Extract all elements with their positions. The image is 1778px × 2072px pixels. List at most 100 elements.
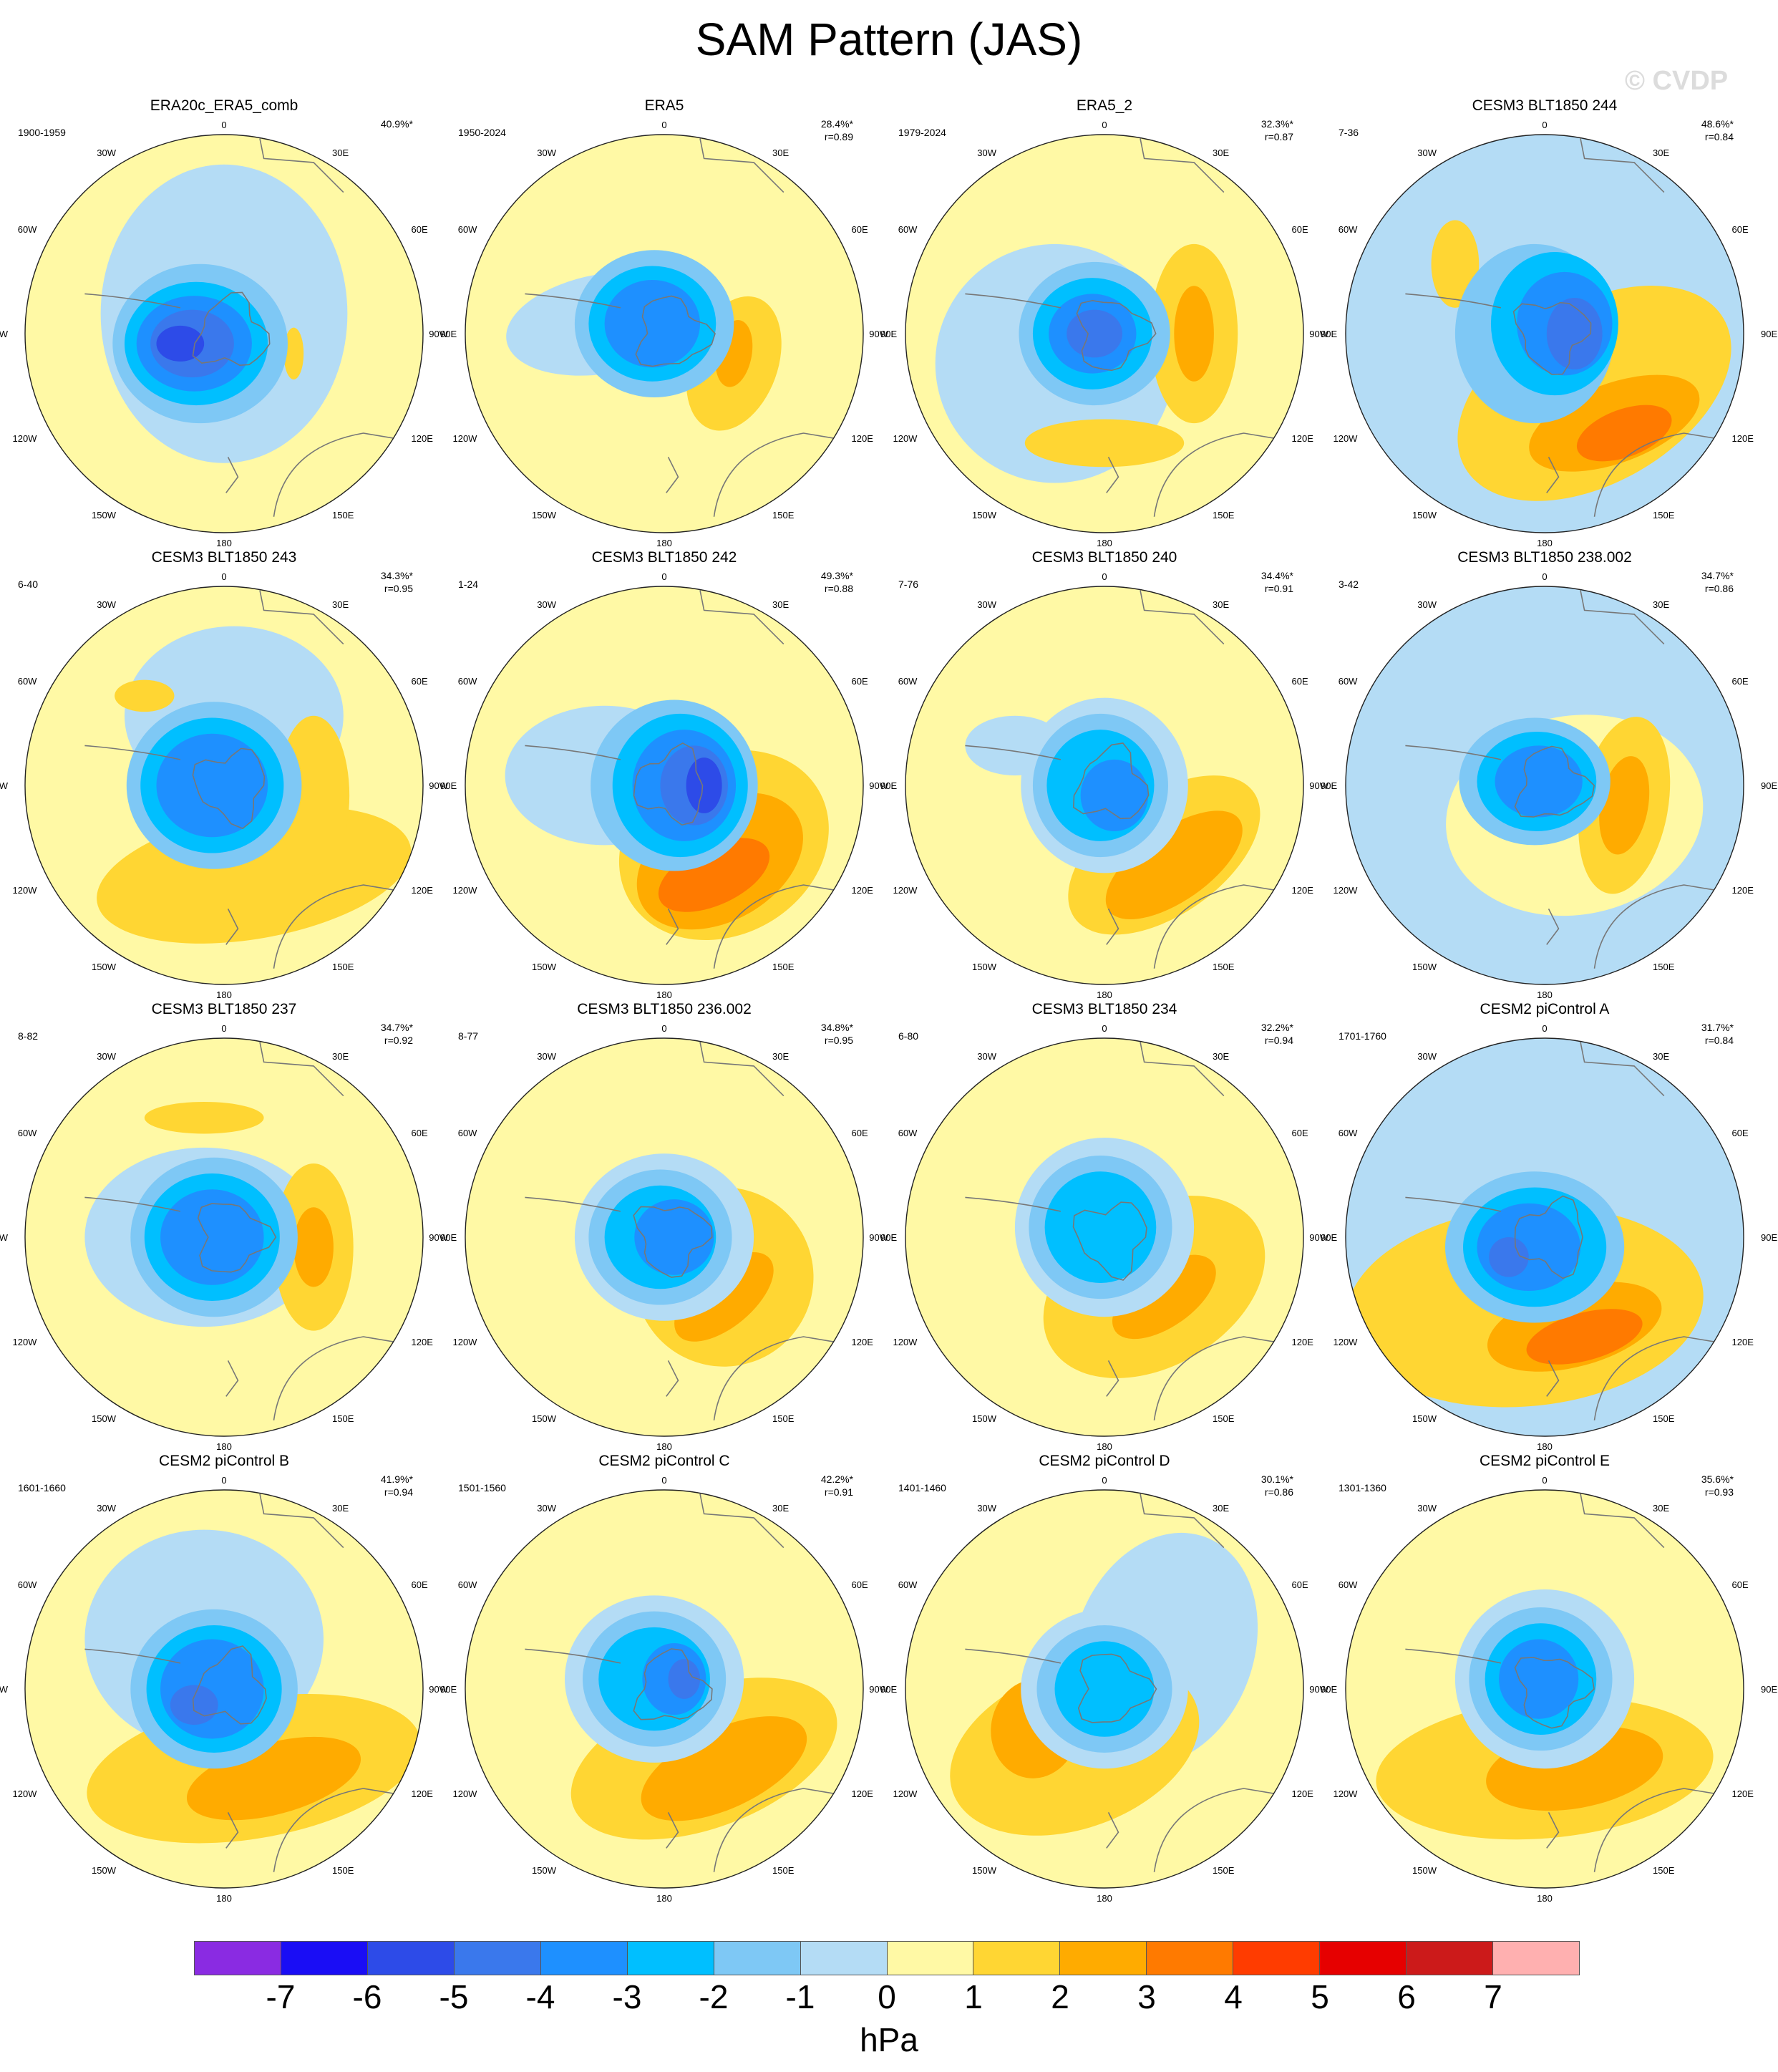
longitude-label: 30E [332, 147, 349, 158]
longitude-label: 120W [1333, 885, 1358, 896]
longitude-label: 150E [772, 1413, 795, 1424]
longitude-label: 90E [880, 780, 897, 791]
longitude-label: 90W [0, 329, 9, 339]
longitude-label: 60W [1339, 1128, 1358, 1138]
longitude-label: 150W [972, 1413, 997, 1424]
longitude-label: 60E [1732, 1579, 1749, 1590]
shading-layer [465, 135, 863, 533]
longitude-label: 30W [977, 147, 996, 158]
contour-fill [1080, 759, 1149, 831]
colorbar-box [800, 1942, 888, 1975]
coastline [525, 1494, 863, 1872]
colorbar-box [1493, 1942, 1579, 1975]
longitude-label: 120W [452, 433, 477, 444]
explained-variance: 28.4%* [821, 118, 854, 130]
longitude-label: 60E [1292, 1579, 1308, 1590]
map-panel: ERA5 0 30E 60E 90E 120E 150E 180 150W 120W 90W 60W 3… [429, 97, 897, 548]
longitude-label: 30E [1653, 1503, 1669, 1514]
coastline [1405, 1042, 1744, 1420]
colorbar-box [1147, 1942, 1234, 1975]
longitude-label: 90E [440, 1232, 457, 1243]
longitude-label: 30W [537, 1051, 556, 1062]
panel-title: ERA20c_ERA5_comb [150, 97, 298, 114]
map-border [24, 1037, 424, 1437]
longitude-label: 180 [216, 989, 232, 1000]
map-border [24, 586, 424, 985]
longitude-label: 60E [412, 1579, 428, 1590]
pattern-correlation: r=0.84 [1705, 131, 1734, 142]
longitude-label: 150E [332, 1413, 354, 1424]
longitude-label: 90E [1321, 780, 1337, 791]
longitude-label: 120W [452, 885, 477, 896]
longitude-label: 90W [0, 1684, 9, 1695]
longitude-label: 120E [1292, 885, 1314, 896]
map-panel: CESM3 BLT1850 244 0 30E 60E 90E 120E 150E 180 15… [1309, 97, 1777, 548]
shading-layer [1346, 1038, 1744, 1436]
pattern-correlation: r=0.84 [1705, 1035, 1734, 1046]
longitude-label: 180 [1537, 1893, 1553, 1904]
longitude-label: 60W [458, 1579, 477, 1590]
longitude-label: 150E [1653, 962, 1675, 972]
longitude-label: 180 [656, 989, 672, 1000]
contour-fill [686, 757, 722, 813]
longitude-label: 120W [1333, 1788, 1358, 1799]
longitude-label: 60E [1732, 676, 1749, 687]
longitude-label: 60E [1732, 224, 1749, 235]
shading-layer [25, 1490, 423, 1888]
map-border [1345, 586, 1744, 985]
coastline [84, 1042, 423, 1420]
map-panel: ERA5_2 0 30E 60E 90E 120E 150E 180 150W 120W 90W 60… [869, 97, 1337, 548]
longitude-label: 30E [772, 1051, 789, 1062]
panel-title: CESM3 BLT1850 242 [592, 549, 737, 566]
colorbar-ticks: -7 -6 -5 -4 -3 -2 -1 0 1 2 3 4 5 6 7 [0, 1977, 1778, 2020]
longitude-label: 0 [1102, 120, 1107, 130]
longitude-label: 30W [97, 1051, 116, 1062]
longitude-label: 150E [1213, 1865, 1235, 1876]
longitude-label: 90E [440, 329, 457, 339]
longitude-label: 90E [880, 1684, 897, 1695]
shading-layer [1346, 586, 1744, 984]
longitude-label: 30E [332, 1051, 349, 1062]
contour-fill [634, 1199, 714, 1275]
panel-title: CESM2 piControl A [1480, 1001, 1610, 1017]
pattern-correlation: r=0.91 [825, 1486, 853, 1498]
explained-variance: 34.7%* [1701, 570, 1734, 581]
pattern-correlation: r=0.86 [1705, 583, 1734, 594]
coastline [525, 590, 863, 969]
colorbar-tick-label: -1 [785, 1978, 815, 2015]
colorbar [194, 1941, 1580, 1975]
longitude-label: 90W [1309, 780, 1328, 791]
longitude-label: 30W [97, 147, 116, 158]
longitude-label: 60E [852, 1128, 868, 1138]
longitude-label: 120W [1333, 1337, 1358, 1347]
map-border [1345, 1037, 1744, 1437]
longitude-label: 0 [1102, 571, 1107, 582]
longitude-label: 120E [852, 1788, 874, 1799]
longitude-label: 0 [1542, 1023, 1547, 1034]
colorbar-box [1320, 1942, 1407, 1975]
map-panel: CESM3 BLT1850 234 0 30E 60E 90E 120E 150E 180 15… [869, 1001, 1337, 1452]
longitude-label: 150E [772, 510, 795, 521]
map-panel: CESM2 piControl B 0 30E 60E 90E 120E 150E 180 15… [0, 1453, 457, 1904]
explained-variance: 40.9%* [381, 118, 414, 130]
longitude-label: 60E [1292, 1128, 1308, 1138]
longitude-label: 60E [412, 224, 428, 235]
longitude-label: 180 [1537, 538, 1553, 548]
panel-title: CESM3 BLT1850 236.002 [577, 1001, 752, 1017]
explained-variance: 35.6%* [1701, 1473, 1734, 1485]
longitude-label: 180 [1097, 1441, 1112, 1452]
longitude-label: 90E [1321, 329, 1337, 339]
colorbar-tick-label: -3 [612, 1978, 642, 2015]
pattern-correlation: r=0.93 [1705, 1486, 1734, 1498]
longitude-label: 0 [221, 1475, 226, 1486]
longitude-label: 180 [216, 1441, 232, 1452]
longitude-label: 120W [12, 1788, 37, 1799]
longitude-label: 120W [893, 1788, 918, 1799]
longitude-label: 150W [1412, 962, 1437, 972]
year-range: 3-42 [1339, 578, 1359, 590]
pattern-correlation: r=0.86 [1265, 1486, 1293, 1498]
panel-title: CESM3 BLT1850 244 [1472, 97, 1618, 114]
explained-variance: 34.4%* [1261, 570, 1294, 581]
contour-fill [1105, 810, 1243, 920]
longitude-label: 60E [852, 676, 868, 687]
